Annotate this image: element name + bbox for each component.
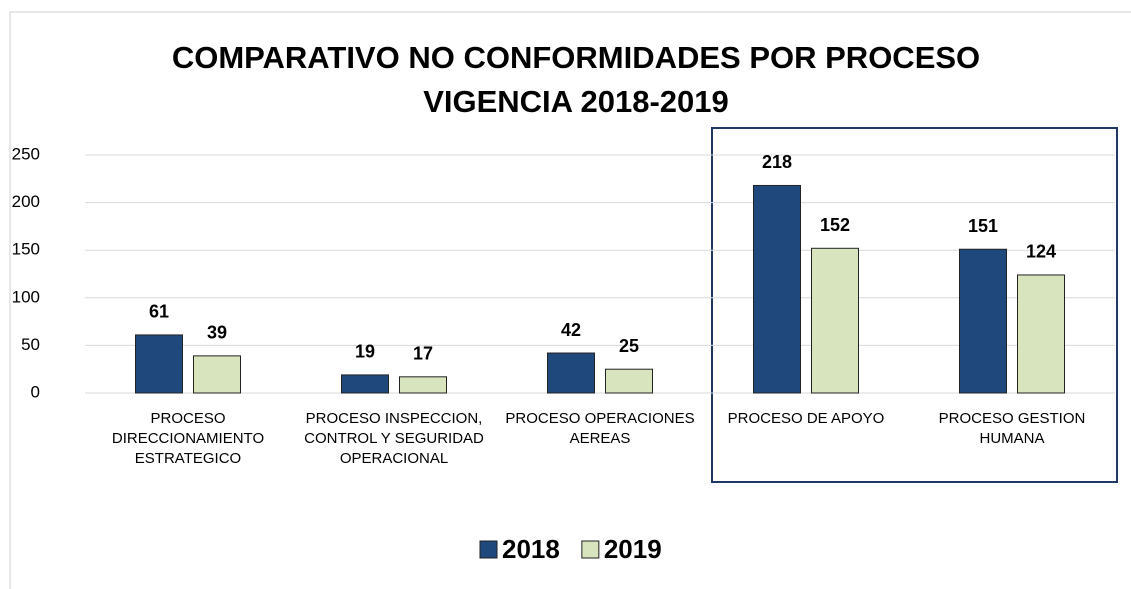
data-label: 17 (413, 344, 433, 364)
bar (959, 248, 1007, 394)
bar (341, 374, 389, 394)
x-tick-label: PROCESO DE APOYO (727, 410, 885, 427)
y-tick-label: 100 (12, 287, 40, 306)
y-tick-label: 250 (12, 144, 40, 163)
y-tick-label: 0 (31, 382, 40, 401)
data-label: 152 (820, 215, 850, 235)
data-label: 25 (619, 336, 639, 356)
bar (605, 368, 653, 394)
chart-title: COMPARATIVO NO CONFORMIDADES POR PROCESO… (171, 40, 981, 119)
legend-swatch (479, 540, 498, 559)
bar (811, 247, 859, 394)
legend-swatch (581, 540, 600, 559)
legend-label: 2018 (502, 534, 560, 564)
x-tick-label: PROCESO DIRECCIONAMIENTO ESTRATEGICO (111, 410, 265, 467)
bar (1017, 274, 1065, 394)
x-tick-label: PROCESO INSPECCION, CONTROL Y SEGURIDAD … (304, 410, 484, 467)
highlight-box (711, 127, 1118, 483)
x-tick-label: PROCESO OPERACIONES AEREAS (505, 410, 695, 447)
data-label: 218 (762, 152, 792, 172)
y-tick-label: 50 (21, 335, 40, 354)
legend-label: 2019 (604, 534, 662, 564)
y-tick-label: 200 (12, 192, 40, 211)
bar (547, 352, 595, 394)
data-label: 151 (968, 216, 998, 236)
x-tick-label: PROCESO GESTION HUMANA (938, 410, 1086, 447)
bar (753, 184, 801, 394)
bar (135, 334, 183, 394)
data-label: 124 (1026, 242, 1056, 262)
data-label: 42 (561, 320, 581, 340)
data-label: 19 (355, 342, 375, 362)
y-tick-label: 150 (12, 240, 40, 259)
data-label: 39 (207, 323, 227, 343)
bar (193, 355, 241, 394)
bar (399, 376, 447, 394)
data-label: 61 (149, 302, 169, 322)
